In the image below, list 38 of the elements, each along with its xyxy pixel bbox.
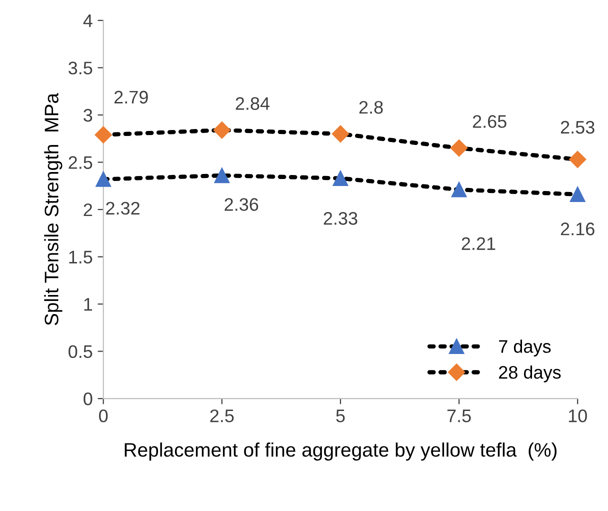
x-tick-label: 5 [336,410,345,422]
data-label: 2.32 [106,202,140,215]
data-label: 2.84 [236,97,270,110]
data-label: 2.8 [359,100,383,114]
x-tick-label: 0 [99,409,108,422]
y-tick-label: 3 [84,108,92,122]
y-tick-label: 0 [84,392,92,406]
point [332,125,350,142]
point [96,172,111,187]
data-label: 2.65 [472,115,506,128]
point [570,186,586,202]
point [94,126,112,144]
point [450,140,468,157]
y-tick-label: 1.5 [69,250,92,264]
y-tick-label: 1 [84,298,92,311]
data-label: 2.33 [324,212,358,225]
y-tick-label: 4 [83,14,92,27]
data-label: 2.36 [224,198,258,211]
data-label: 2.21 [462,237,496,250]
data-label: 2.79 [114,90,148,104]
point [214,168,230,184]
point [332,170,348,186]
x-tick-label: 2.5 [210,409,234,422]
y-tick-label: 0.5 [68,345,92,358]
point [569,150,586,168]
y-axis-title: Split Tensile Strength MPa [44,92,62,326]
x-tick-label: 7.5 [447,410,471,422]
y-tick-label: 2.5 [68,156,92,169]
y-tick-label: 3.5 [68,62,92,74]
y-tick-label: 2 [84,203,92,216]
point [451,182,467,198]
point [213,122,230,139]
data-label: 2.53 [560,120,594,134]
x-axis-title: Replacement of fine aggregate by yellow tefla (%) [124,442,557,461]
legend-label: 28 days [499,366,561,382]
x-tick-label: 10 [568,409,587,422]
legend-label: 7 days [499,340,551,356]
data-label: 2.16 [560,222,594,236]
